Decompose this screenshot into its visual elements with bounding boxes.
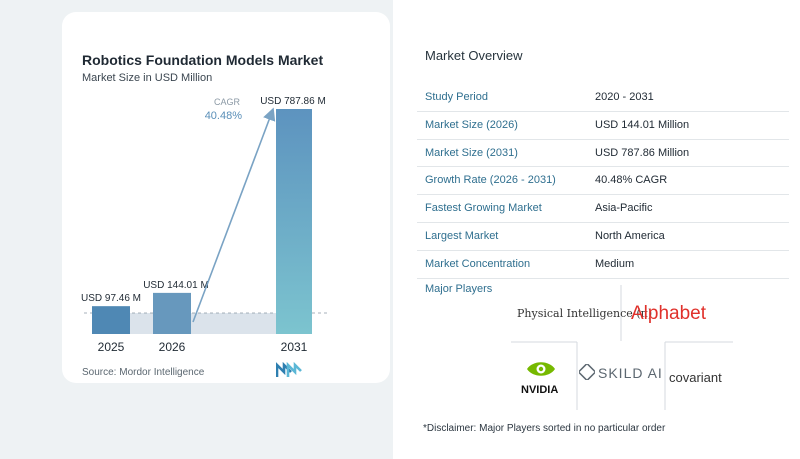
market-overview-panel: Market Overview Study Period 2020 - 2031… — [393, 0, 800, 459]
chart-subtitle: Market Size in USD Million — [82, 72, 213, 84]
value-label-2031: USD 787.86 M — [260, 96, 326, 107]
overview-row: Market Size (2031) USD 787.86 Million — [417, 140, 789, 168]
player-alphabet: Alphabet — [631, 303, 707, 324]
overview-table: Study Period 2020 - 2031 Market Size (20… — [417, 84, 789, 279]
overview-label: Market Size (2026) — [425, 118, 518, 131]
overview-value: Medium — [595, 257, 635, 270]
overview-value: USD 144.01 Million — [595, 118, 690, 131]
overview-label: Largest Market — [425, 229, 499, 242]
bar-2026 — [153, 292, 191, 334]
overview-value: 2020 - 2031 — [595, 91, 654, 103]
overview-value: Asia-Pacific — [595, 202, 653, 215]
player-covariant: covariant — [669, 370, 722, 385]
player-skild-ai: SKILD AI — [598, 365, 663, 381]
chart-card: Robotics Foundation Models Market Market… — [62, 12, 390, 383]
overview-label: Study Period — [425, 91, 488, 103]
overview-value: USD 787.86 Million — [595, 146, 690, 159]
overview-value: 40.48% CAGR — [595, 174, 668, 187]
cagr-value: 40.48% — [205, 110, 243, 122]
player-nvidia: NVIDIA — [521, 384, 559, 396]
overview-label: Market Concentration — [425, 257, 531, 270]
overview-label: Fastest Growing Market — [425, 202, 542, 215]
overview-label: Growth Rate (2026 - 2031) — [425, 174, 556, 187]
overview-row: Growth Rate (2026 - 2031) 40.48% CAGR — [417, 167, 789, 196]
overview-label: Market Size (2031) — [425, 146, 518, 159]
disclaimer: *Disclaimer: Major Players sorted in no … — [423, 423, 666, 434]
cagr-arrow — [192, 107, 276, 323]
bar-2031 — [276, 109, 312, 334]
overview-value: North America — [595, 229, 665, 242]
skild-ai-logo-icon — [579, 364, 595, 380]
bar-2025 — [92, 306, 130, 334]
player-physical-intelligence: Physical Intelligence (π) — [517, 307, 653, 320]
value-label-2025: USD 97.46 M — [81, 293, 141, 304]
cagr-label: CAGR — [214, 97, 241, 107]
x-tick-2026: 2026 — [159, 340, 186, 354]
nvidia-eye-icon — [521, 357, 569, 381]
x-tick-2031: 2031 — [281, 340, 308, 354]
overview-title: Market Overview — [425, 48, 523, 63]
major-players-title: Major Players — [425, 283, 493, 295]
overview-row: Fastest Growing Market Asia-Pacific — [417, 195, 789, 223]
chart-band — [92, 313, 312, 334]
players-grid — [511, 285, 733, 410]
value-label-2026: USD 144.01 M — [143, 280, 209, 291]
source-text: Source: Mordor Intelligence — [82, 367, 205, 378]
overview-row: Largest Market North America — [417, 223, 789, 251]
overview-row: Market Concentration Medium — [417, 251, 789, 279]
x-tick-2025: 2025 — [98, 340, 125, 354]
mordor-logo-icon — [276, 362, 302, 377]
overview-row: Market Size (2026) USD 144.01 Million — [417, 112, 789, 140]
chart-title: Robotics Foundation Models Market — [82, 52, 324, 68]
overview-row: Study Period 2020 - 2031 — [417, 84, 789, 112]
bar-chart: USD 97.46 M 2025 USD 144.01 M 2026 USD 787.8… — [81, 96, 328, 354]
